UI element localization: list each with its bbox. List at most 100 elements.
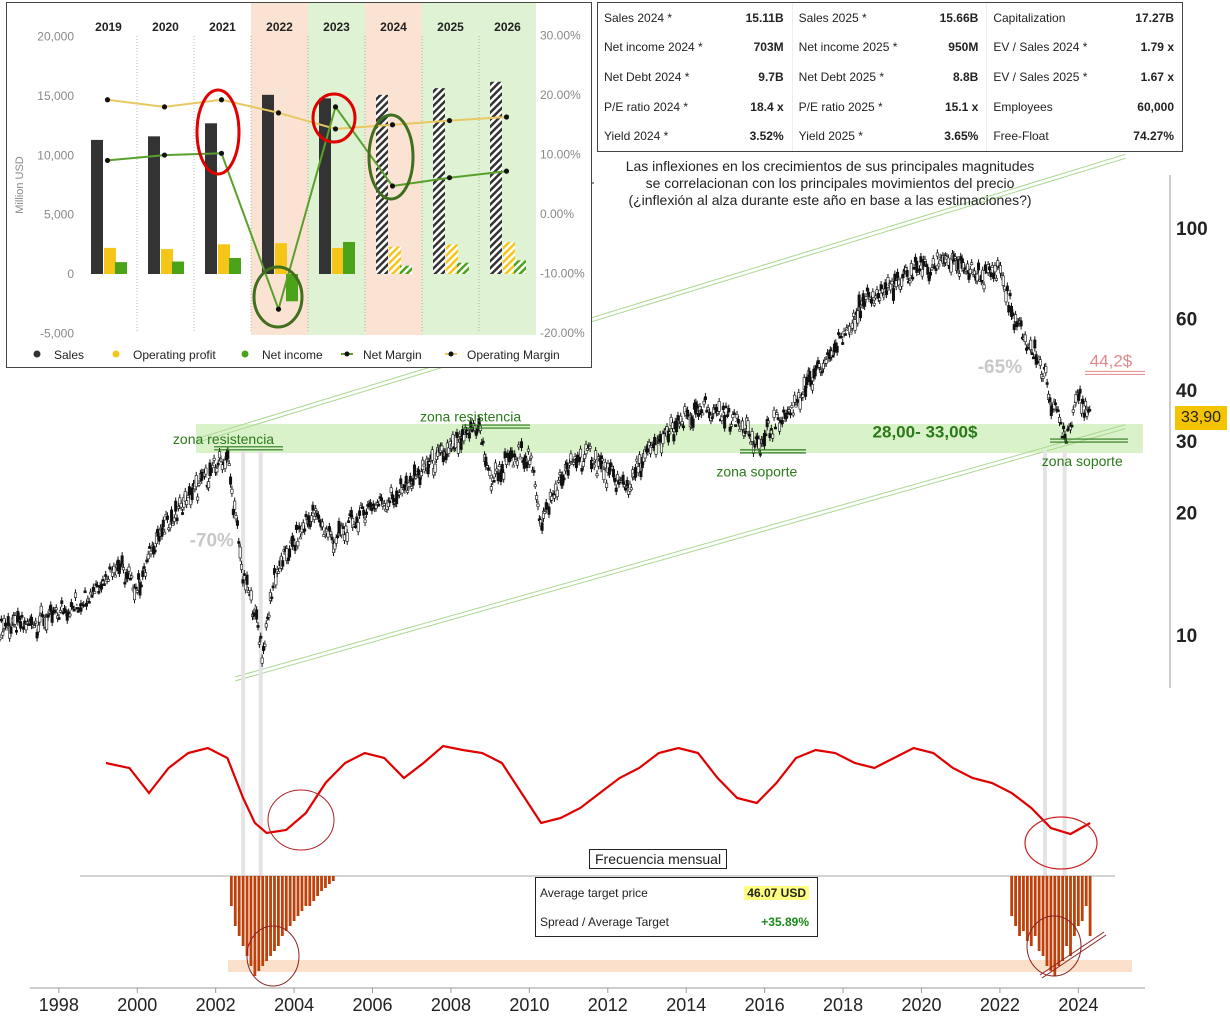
price-candle-body [216,462,220,466]
price-candle-body [148,546,152,549]
frequency-bar [1045,876,1049,966]
price-candle-body [919,256,923,263]
price-candle-body [100,583,104,590]
frequency-bar [241,876,245,946]
year-tick-label: 2012 [588,995,628,1015]
price-candle-body [624,487,628,491]
price-candle-body [1088,408,1092,412]
price-candle-body [594,450,598,461]
net-margin-line-point [503,168,510,174]
price-candle-body [872,302,876,306]
price-candle-body [456,442,460,454]
price-candle-body [981,269,985,281]
price-candle-body [495,468,499,472]
price-candle-body [1019,320,1023,327]
price-candle-body [128,577,132,581]
right-tick-label: 30.00% [540,29,581,43]
price-candle-body [728,426,732,432]
metrics-table: Sales 2024 * 15.11B Sales 2025 * 15.66B Capi… [597,2,1183,152]
price-candle-body [850,322,854,329]
price-candle-body [87,600,91,604]
metric-label: Employees [993,99,1053,114]
price-candle-body [540,522,544,531]
price-candle-body [97,590,101,594]
price-candle-body [470,429,474,433]
price-candle-body [238,546,242,559]
frequency-bar [324,876,327,888]
price-candle-body [503,451,507,459]
price-candle-body [161,519,165,528]
price-candle-body [817,363,821,368]
operating-margin-line-point [503,114,510,120]
price-candle-body [235,520,239,526]
price-candle-body [747,433,751,437]
price-candle-body [702,401,706,405]
price-candle-body [219,458,223,462]
year-header: 2022 [266,20,293,34]
price-candle-body [686,409,690,417]
price-candle-body [61,611,65,615]
price-candle-body [179,502,183,508]
fundamental-bar [218,244,230,274]
right-tick-label: 20.00% [540,88,581,102]
price-candle-body [541,510,545,519]
price-candle-body [926,266,930,275]
price-candle-body [767,420,771,424]
price-candle-body [196,496,200,501]
frequency-circle [1026,915,1082,977]
price-candle-body [675,421,679,433]
frequency-bar [269,876,272,956]
price-candle-body [716,411,720,414]
frequency-bar [1057,876,1061,966]
price-candle-body [666,430,670,443]
price-candle-body [558,472,562,475]
price-candle-body [353,525,357,528]
price-candle-body [6,616,10,626]
fundamental-bar [262,94,274,275]
target-row-spread: Spread / Average Target +35.89% [536,907,817,936]
price-candle-body [137,573,141,580]
target-price-label: 44,2$ [1090,351,1133,370]
price-candle-body [580,468,584,472]
channel-lower-line [235,428,1126,682]
price-candle-body [321,521,325,528]
price-candle-body [953,256,957,259]
price-candle-body [318,519,322,523]
price-candle-body [45,616,49,631]
price-candle-body [246,590,250,593]
price-candle-body [513,453,517,458]
price-candle-body [701,412,705,416]
price-candle-body [212,457,216,461]
price-candle-body [242,573,246,576]
metric-label: Capitalization [993,10,1066,25]
frequency-bar [249,876,253,966]
price-candle-body [831,354,835,358]
price-candle-body [990,265,994,268]
price-candle-body [218,451,222,459]
price-candle-body [82,604,86,607]
price-candle-body [39,605,43,614]
price-candle-body [668,431,672,435]
price-candle-body [73,592,77,598]
price-candle-body [894,280,898,287]
price-candle-body [20,615,24,618]
frequency-bar [1053,876,1057,976]
frequency-bar [327,876,331,884]
metric-value: 950M [948,40,979,55]
price-candle-body [263,643,267,647]
fundamental-bar [400,265,412,274]
price-candle-body [312,515,316,520]
price-candle-body [341,526,345,529]
price-candle-body [9,626,13,634]
right-tick-label: -10.00% [540,267,585,281]
left-tick-label: -5,000 [40,326,74,340]
price-candle-body [853,319,857,331]
price-candle-body [500,464,504,473]
price-tick-label: 20 [1176,503,1197,524]
price-candle-body [0,618,3,622]
price-candle-body [994,278,998,281]
frequency-bar [320,876,323,891]
price-candle-body [705,409,709,413]
fundamental-bar [332,247,344,274]
price-candle-body [1082,412,1086,418]
